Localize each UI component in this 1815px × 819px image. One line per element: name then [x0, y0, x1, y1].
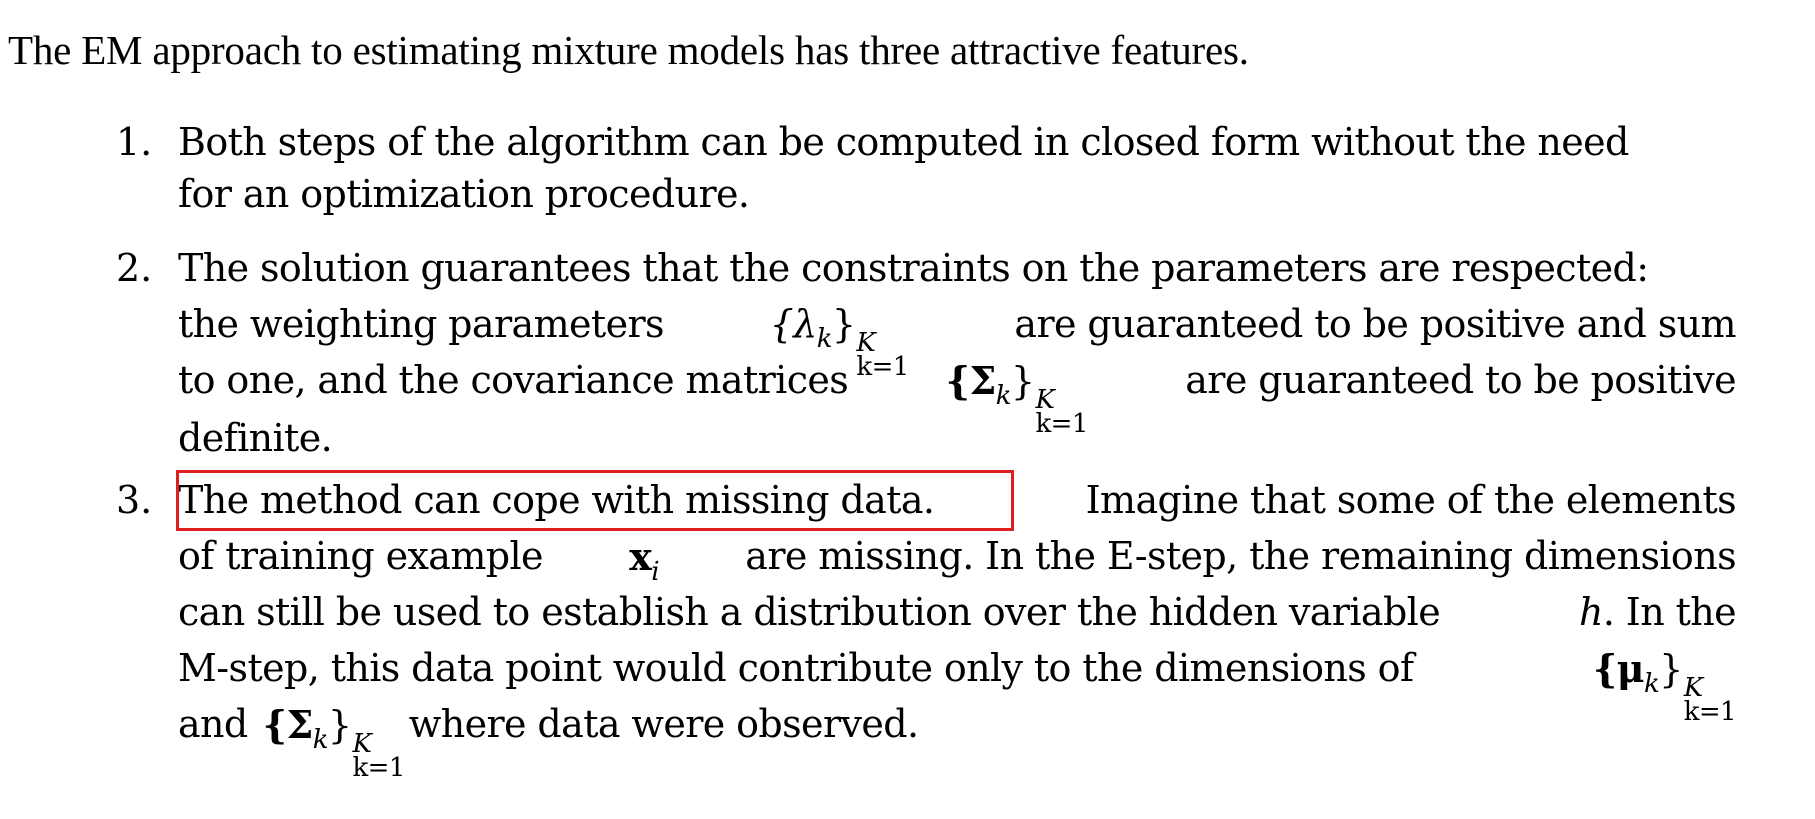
- superscript-K: K: [856, 328, 876, 358]
- item-2-text-positive: are guaranteed to be positive: [1185, 358, 1736, 402]
- subscript-k-equals-1: k=1: [1683, 697, 1737, 727]
- superscript-K: K: [1683, 673, 1703, 703]
- subscript-k: k: [312, 725, 329, 755]
- item-2-text-weighting: the weighting parameters: [178, 302, 665, 346]
- x-symbol: x: [629, 534, 652, 579]
- close-brace: }: [327, 703, 352, 747]
- subscript-k-equals-1: k=1: [352, 753, 406, 783]
- subscript-k: k: [816, 324, 833, 354]
- item-number: 1.: [116, 120, 153, 164]
- item-2-text-positive-sum: are guaranteed to be positive and sum: [1014, 302, 1736, 346]
- close-brace: }: [831, 302, 856, 346]
- item-2-text-definite: definite.: [178, 416, 333, 460]
- item-1-line-2: for an optimization procedure.: [178, 166, 1736, 223]
- superscript-K: K: [1035, 385, 1055, 415]
- subscript-i: i: [651, 557, 660, 587]
- item-number: 3.: [116, 478, 153, 522]
- item-3-line-4: M-step, this data point would contribute…: [178, 640, 1737, 727]
- item-2-text-covariance: to one, and the covariance matrices: [178, 358, 849, 402]
- subscript-k-equals-1: k=1: [856, 352, 909, 382]
- item-3-text-and: and: [178, 702, 248, 746]
- h-formula: h. In the: [1578, 584, 1737, 641]
- mu-symbol: {μ: [1592, 646, 1645, 691]
- item-2-line-3: to one, and the covariance matrices {Σk}…: [178, 352, 1737, 439]
- sigma-symbol: {Σ: [945, 358, 997, 403]
- item-3-text-imagine: Imagine that some of the elements: [1085, 478, 1737, 522]
- superscript-K: K: [352, 729, 372, 759]
- item-2-line-4: definite.: [178, 410, 1736, 467]
- item-3-text-observed: where data were observed.: [408, 702, 919, 746]
- item-2-text-line-1: The solution guarantees that the constra…: [178, 246, 1649, 290]
- item-3-text-missing: are missing. In the E-step, the remainin…: [745, 534, 1736, 578]
- subscript-k: k: [1643, 669, 1660, 699]
- item-3-text-in-the: . In the: [1602, 590, 1737, 634]
- item-3-line-3: can still be used to establish a distrib…: [178, 584, 1737, 641]
- intro-sentence: The EM approach to estimating mixture mo…: [8, 27, 1249, 73]
- x-i-formula: xi: [629, 528, 659, 601]
- item-3-line-1: The method can cope with missing data. I…: [178, 472, 1737, 529]
- item-1-text-line-1: Both steps of the algorithm can be compu…: [178, 120, 1629, 164]
- subscript-k: k: [995, 381, 1012, 411]
- item-1-text-line-2: for an optimization procedure.: [178, 172, 750, 216]
- subscript-k-equals-1: k=1: [1035, 409, 1089, 439]
- item-3-text-mstep: M-step, this data point would contribute…: [178, 646, 1414, 690]
- highlight-annotation-box: [176, 470, 1014, 531]
- close-brace: }: [1659, 647, 1683, 691]
- item-3-line-2: of training example xi are missing. In t…: [178, 528, 1737, 601]
- item-number: 2.: [116, 246, 153, 290]
- item-2-line-1: The solution guarantees that the constra…: [178, 240, 1736, 297]
- highlighted-sentence: The method can cope with missing data.: [178, 478, 935, 522]
- item-3-text-hidden: can still be used to establish a distrib…: [178, 590, 1441, 634]
- item-1-line-1: Both steps of the algorithm can be compu…: [178, 114, 1736, 171]
- sigma-symbol: {Σ: [262, 702, 314, 747]
- lambda-symbol: {λ: [769, 302, 818, 346]
- h-symbol: h: [1578, 590, 1603, 634]
- item-3-text-training: of training example: [178, 534, 544, 578]
- close-brace: }: [1010, 359, 1035, 403]
